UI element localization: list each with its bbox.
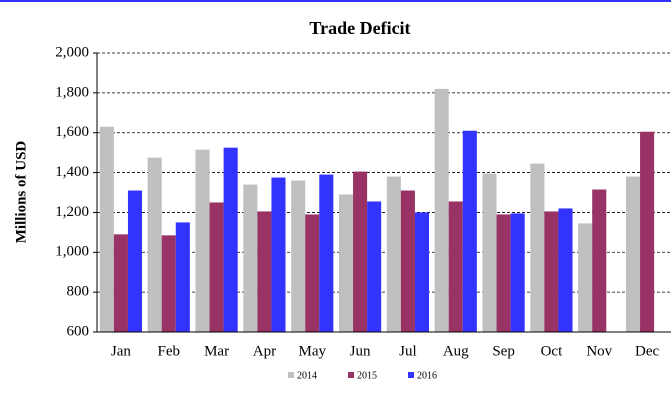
legend-label: 2016	[417, 370, 437, 381]
chart-title: Trade Deficit	[309, 18, 410, 38]
bar	[462, 130, 477, 332]
x-tick-label: Jan	[111, 343, 131, 359]
y-tick-label: 2,000	[55, 44, 89, 60]
legend-swatch	[288, 372, 294, 378]
x-tick-label: Aug	[443, 343, 469, 359]
bar	[578, 223, 593, 332]
bar	[113, 234, 128, 332]
bar	[544, 211, 559, 332]
bar	[127, 190, 143, 332]
y-tick-label: 1,200	[55, 204, 89, 220]
y-tick-label: 1,400	[55, 164, 89, 180]
bar	[510, 213, 525, 332]
y-axis-label: Millions of USD	[13, 141, 29, 244]
bar	[99, 126, 114, 332]
bar	[640, 131, 655, 332]
y-tick-label: 1,800	[55, 84, 89, 100]
bar	[496, 214, 511, 332]
bar	[353, 171, 368, 332]
bar	[338, 194, 354, 332]
x-tick-label: Jul	[399, 343, 417, 359]
x-tick-label: Dec	[635, 343, 659, 359]
y-tick-label: 1,600	[55, 124, 89, 140]
x-tick-label: Feb	[158, 343, 181, 359]
bar	[147, 157, 162, 332]
bar	[319, 174, 334, 332]
bar	[223, 147, 238, 332]
bar	[558, 208, 573, 332]
x-tick-label: Nov	[586, 343, 612, 359]
x-tick-label: Oct	[541, 343, 563, 359]
bar	[367, 201, 382, 332]
y-tick-label: 600	[67, 323, 90, 339]
x-tick-label: Mar	[204, 343, 229, 359]
bar	[592, 189, 607, 332]
bar	[482, 173, 497, 332]
bar	[271, 177, 286, 332]
bar	[625, 176, 641, 332]
x-tick-label: Sep	[492, 343, 515, 359]
legend-label: 2014	[297, 370, 317, 381]
x-tick-label: Jun	[350, 343, 371, 359]
y-tick-label: 800	[67, 284, 90, 300]
bar	[400, 190, 415, 332]
bar	[243, 184, 258, 332]
legend-label: 2015	[357, 370, 377, 381]
bar	[209, 202, 224, 332]
bar	[175, 222, 190, 332]
bar	[195, 149, 210, 332]
bar	[291, 180, 306, 332]
bar	[448, 201, 463, 332]
y-tick-label: 1,000	[55, 244, 89, 260]
bar	[386, 176, 401, 332]
bar	[161, 235, 176, 332]
x-tick-label: May	[299, 343, 327, 359]
legend-swatch	[348, 372, 354, 378]
bar	[530, 163, 545, 332]
x-tick-label: Apr	[253, 343, 276, 359]
legend-swatch	[408, 372, 414, 378]
bar	[305, 214, 320, 332]
bar	[434, 88, 449, 332]
bar	[257, 211, 272, 332]
bar	[414, 212, 430, 332]
